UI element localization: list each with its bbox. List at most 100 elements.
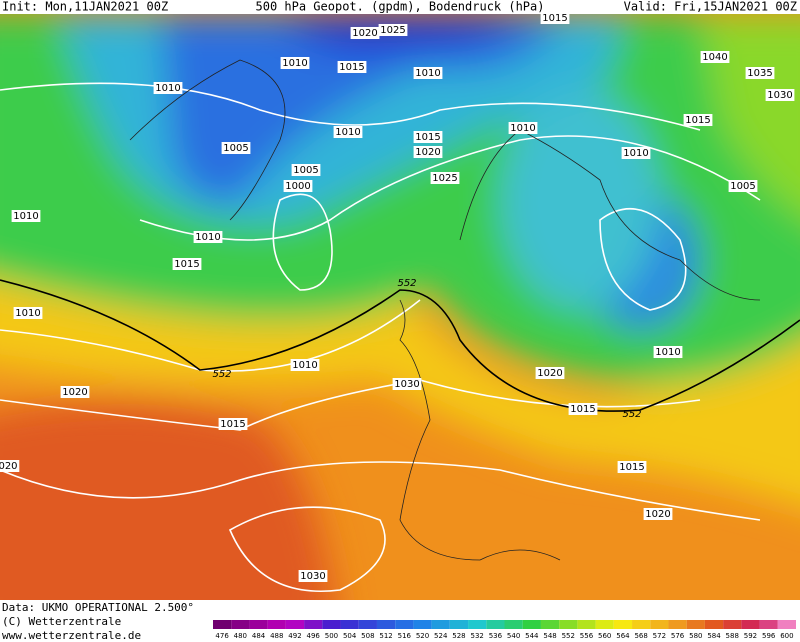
colorbar-label: 544 — [525, 632, 539, 640]
coastlines — [129, 59, 761, 561]
label-box — [13, 307, 43, 319]
colorbar-swatch — [686, 620, 705, 629]
isobar-label: 1030 — [300, 571, 325, 582]
colorbar-swatch — [231, 620, 250, 629]
label-box — [508, 122, 538, 134]
label-box — [568, 403, 598, 415]
label-box — [221, 142, 251, 154]
colorbar-label: 508 — [361, 632, 374, 640]
label-box — [413, 131, 443, 143]
isobar-label: 552 — [397, 278, 416, 289]
colorbar-swatch — [249, 620, 268, 629]
colorbar-label: 600 — [780, 632, 793, 640]
isobar-label: 1010 — [155, 83, 180, 94]
isobar-label: 1015 — [220, 419, 245, 430]
label-box — [378, 24, 408, 36]
label-box — [291, 164, 321, 176]
label-box — [745, 67, 775, 79]
label-box — [337, 61, 367, 73]
isobar-label: 1020 — [645, 509, 670, 520]
colorbar-swatch — [559, 620, 578, 629]
colorbar-swatch — [613, 620, 633, 629]
colorbar-swatch — [577, 620, 596, 629]
label-box — [728, 180, 758, 192]
isobar-label: 1030 — [394, 379, 419, 390]
isobar-label: 1025 — [432, 173, 457, 184]
label-box — [643, 508, 673, 520]
label-box — [392, 378, 422, 390]
colorbar-swatch — [777, 620, 796, 629]
label-box — [621, 147, 651, 159]
colorbar-swatch — [322, 620, 341, 629]
isobar-label: 1015 — [542, 13, 567, 24]
label-box — [218, 418, 248, 430]
isobar-label: 1020 — [62, 387, 87, 398]
label-box — [333, 126, 363, 138]
label-box — [60, 386, 90, 398]
colorbar-swatch — [340, 620, 359, 629]
colorbar-label: 484 — [252, 632, 266, 640]
isobar-label: 1025 — [380, 25, 405, 36]
colorbar-label: 532 — [470, 632, 483, 640]
colorbar-label: 596 — [762, 632, 776, 640]
colorbar-label: 540 — [507, 632, 520, 640]
isobar-label: 1015 — [339, 62, 364, 73]
colorbar-label: 568 — [634, 632, 647, 640]
isobar-label: 020 — [0, 461, 18, 472]
isobar-label: 552 — [622, 409, 641, 420]
colorbar-swatch — [668, 620, 687, 629]
isobar-label: 1005 — [730, 181, 755, 192]
label-box — [617, 461, 647, 473]
colorbar-label: 500 — [325, 632, 338, 640]
label-box — [298, 570, 328, 582]
colorbar-swatch — [376, 620, 396, 629]
isobar-label: 1010 — [13, 211, 38, 222]
colorbar-swatch — [650, 620, 669, 629]
colorbar-swatch — [759, 620, 778, 629]
label-box — [683, 114, 713, 126]
isobar-label: 1010 — [292, 360, 317, 371]
colorbar-swatch — [723, 620, 742, 629]
isobar-label: 1010 — [510, 123, 535, 134]
colorbar-swatch — [504, 620, 523, 629]
colorbar-label: 504 — [343, 632, 357, 640]
colorbar-swatch — [213, 620, 232, 629]
label-box — [0, 460, 20, 472]
colorbar-swatch — [468, 620, 487, 629]
label-box — [193, 231, 223, 243]
colorbar-swatch — [632, 620, 651, 629]
label-box — [700, 51, 730, 63]
isobar-label: 1020 — [352, 28, 377, 39]
isobar-label: 1015 — [619, 462, 644, 473]
colorbar-label: 588 — [726, 632, 739, 640]
colorbar-label: 476 — [215, 632, 229, 640]
colorbar-label: 524 — [434, 632, 448, 640]
colorbar-swatch — [486, 620, 505, 629]
colorbar-swatch — [358, 620, 377, 629]
label-box — [535, 367, 565, 379]
colorbar-swatch — [285, 620, 305, 629]
colorbar-label: 576 — [671, 632, 685, 640]
colorbar-label: 592 — [744, 632, 757, 640]
colorbar-label: 584 — [707, 632, 721, 640]
isobar-label: 1010 — [335, 127, 360, 138]
isobar-label: 1030 — [767, 90, 792, 101]
label-box — [540, 12, 570, 24]
isobar-label: 1015 — [685, 115, 710, 126]
map-title: 500 hPa Geopot. (gpdm), Bodendruck (hPa) — [256, 0, 545, 14]
label-box — [413, 67, 443, 79]
isobar-label: 552 — [212, 369, 231, 380]
isobar-label: 1005 — [223, 143, 248, 154]
isobar-label: 1010 — [655, 347, 680, 358]
label-box — [153, 82, 183, 94]
colorbar-label: 552 — [562, 632, 575, 640]
colorbar-label: 516 — [398, 632, 412, 640]
valid-label: Valid: Fri,15JAN2021 00Z — [624, 0, 797, 14]
colorbar-label: 548 — [543, 632, 556, 640]
colorbar-swatch — [449, 620, 469, 629]
colorbar-label: 580 — [689, 632, 702, 640]
colorbar-label: 492 — [288, 632, 301, 640]
label-box — [430, 172, 460, 184]
label-box — [413, 146, 443, 158]
